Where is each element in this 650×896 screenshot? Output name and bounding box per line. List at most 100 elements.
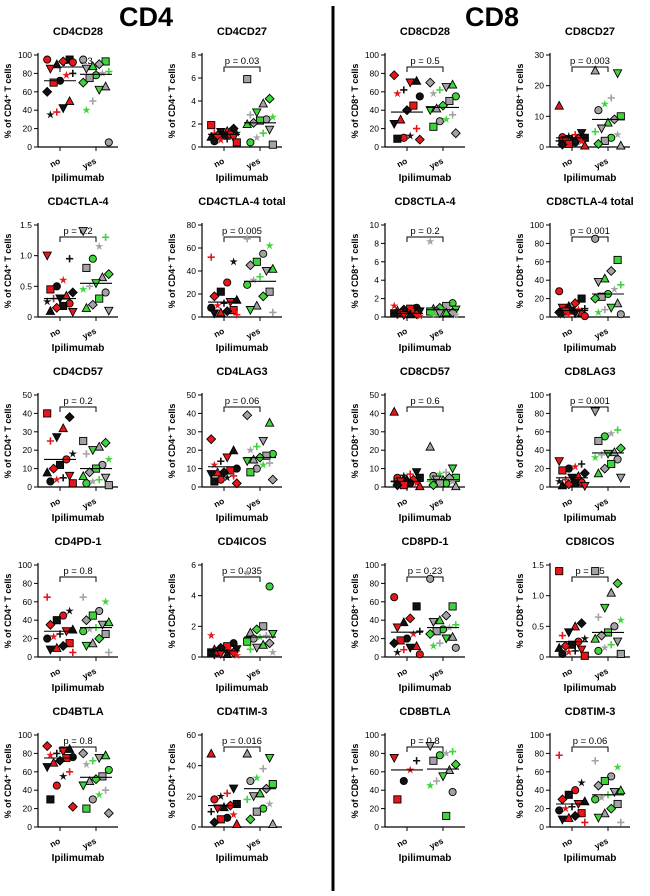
data-point-no <box>580 312 589 321</box>
y-tick-label: 20 <box>23 634 33 644</box>
y-axis-label: % of CD8⁺ T cells <box>515 234 525 309</box>
y-tick-label: 100 <box>18 730 32 740</box>
data-point-no <box>207 808 215 816</box>
y-tick-label: 60 <box>187 730 197 740</box>
p-value-label: p = 0.6 <box>410 396 439 407</box>
data-point-yes <box>264 417 275 427</box>
data-point-yes <box>613 762 622 771</box>
x-tick-label-no: no <box>48 326 62 340</box>
y-tick-label: 80 <box>187 220 197 230</box>
data-point-yes <box>591 757 599 765</box>
p-value-label: p = 0.2 <box>410 226 439 237</box>
panel-cd8btla: CD8BTLA 0 20 40 60 80 100 % of CD8⁺ T cells no ye… <box>350 706 465 864</box>
significance-bracket <box>223 236 261 242</box>
data-point-yes <box>243 568 252 577</box>
y-tick-label: 0 <box>539 822 544 832</box>
data-point-no <box>48 463 59 474</box>
y-tick-label: 40 <box>23 785 33 795</box>
x-tick-label-no: no <box>212 836 226 850</box>
data-point-no <box>555 751 563 759</box>
x-tick-label-no: no <box>560 326 574 340</box>
y-tick-label: 6 <box>191 560 196 570</box>
data-point-no <box>46 437 54 445</box>
data-point-yes <box>265 799 274 808</box>
data-point-no <box>571 647 579 655</box>
data-point-no <box>393 311 401 319</box>
data-point-no <box>228 445 239 455</box>
data-point-yes <box>442 811 451 821</box>
y-tick-label: 6 <box>374 257 379 267</box>
panel-cd8ctla-4-total: CD8CTLA-4 total 0 20 40 60 80 100 % of CD8⁺ T c… <box>515 196 634 354</box>
data-point-yes <box>79 593 87 601</box>
data-point-no <box>390 301 399 310</box>
x-axis-label: Ipilimumab <box>52 683 105 694</box>
p-value-label: p = 0.5 <box>575 566 604 577</box>
y-axis-label: % of CD4⁺ T cells <box>167 234 177 309</box>
y-tick-label: 1.5 <box>532 560 544 570</box>
data-point-yes <box>103 306 114 316</box>
y-tick-label: 0 <box>27 142 32 152</box>
y-tick-label: 60 <box>535 257 545 267</box>
y-tick-label: 0 <box>374 312 379 322</box>
data-point-no <box>406 131 415 140</box>
data-point-yes <box>435 469 444 478</box>
data-point-no <box>43 55 52 64</box>
data-point-no <box>64 412 75 423</box>
data-point-no <box>557 139 568 150</box>
data-point-yes <box>82 760 91 768</box>
data-point-no <box>217 457 225 465</box>
y-tick-label: 60 <box>370 767 380 777</box>
y-tick-label: 80 <box>23 578 33 588</box>
x-axis-label: Ipilimumab <box>216 513 269 524</box>
y-tick-label: 30 <box>535 50 545 60</box>
data-point-no <box>562 476 570 484</box>
data-point-yes <box>245 306 256 316</box>
data-point-no <box>409 101 418 110</box>
data-point-no <box>554 457 565 467</box>
data-point-no <box>213 301 222 310</box>
p-value-label: p = 0.5 <box>410 56 439 67</box>
panel-cd4ctla-4: CD4CTLA-4 0 0.5 1.0 1.5 % of CD4⁺ T cells no ye… <box>3 196 118 354</box>
data-point-yes <box>613 799 622 809</box>
y-tick-label: 80 <box>535 408 545 418</box>
data-point-no <box>389 70 400 81</box>
y-tick-label: 0 <box>539 652 544 662</box>
data-point-yes <box>426 574 435 583</box>
data-point-no <box>43 409 52 418</box>
significance-bracket <box>571 236 609 242</box>
data-point-yes <box>612 578 623 589</box>
significance-bracket <box>571 66 609 72</box>
panel-cd4lag3: CD4LAG3 0 10 20 30 40 50 % of CD4⁺ T cells no yes… <box>167 366 282 524</box>
data-point-yes <box>441 634 452 644</box>
y-tick-label: 40 <box>370 105 380 115</box>
y-tick-label: 40 <box>187 761 197 771</box>
y-tick-label: 0 <box>27 652 32 662</box>
y-tick-label: 8 <box>374 238 379 248</box>
x-tick-label-no: no <box>48 496 62 510</box>
data-point-no <box>571 786 580 795</box>
y-tick-label: 0 <box>374 652 379 662</box>
y-tick-label: 20 <box>187 445 197 455</box>
data-point-yes <box>606 303 617 313</box>
data-point-yes <box>97 272 108 282</box>
data-point-yes <box>441 307 452 317</box>
data-point-no <box>58 747 69 757</box>
data-point-yes <box>265 241 274 250</box>
data-point-yes <box>594 613 602 621</box>
data-point-no <box>574 305 583 314</box>
y-tick-label: 6 <box>191 73 196 83</box>
data-point-no <box>215 307 226 317</box>
data-point-no <box>67 287 78 298</box>
y-axis-label: % of CD8⁺ T cells <box>515 744 525 819</box>
data-point-yes <box>429 89 438 98</box>
y-tick-label: 20 <box>23 124 33 134</box>
data-point-no <box>576 645 587 655</box>
y-tick-label: 80 <box>23 748 33 758</box>
data-point-no <box>570 298 581 309</box>
data-point-yes <box>426 781 435 790</box>
data-point-no <box>555 567 564 576</box>
data-point-no <box>412 602 421 611</box>
data-point-yes <box>262 631 270 640</box>
data-point-no <box>579 482 590 492</box>
